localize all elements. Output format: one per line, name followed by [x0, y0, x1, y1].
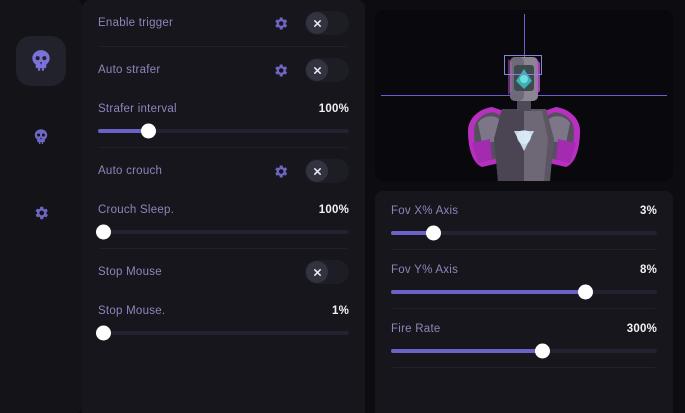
slider-knob[interactable]: [95, 224, 111, 240]
slider-track[interactable]: [391, 284, 657, 300]
content-area: Enable trigger: [82, 0, 685, 413]
slider-track[interactable]: [391, 225, 657, 241]
slider-label: Crouch Sleep.: [98, 204, 175, 216]
toggle-auto-crouch[interactable]: [305, 159, 349, 183]
slider-value: 100%: [318, 204, 349, 216]
gear-icon[interactable]: [271, 162, 289, 180]
slider-header: Fire Rate 300%: [391, 323, 657, 335]
right-column: Fov X% Axis 3% Fov Y% Axis 8%: [375, 0, 685, 413]
robot-illustration: [468, 57, 580, 181]
toggle-auto-strafer[interactable]: [305, 58, 349, 82]
slider-fill: [391, 290, 586, 294]
slider-value: 1%: [331, 305, 349, 317]
game-preview-panel: [375, 10, 673, 181]
slider-header: Crouch Sleep. 100%: [98, 204, 349, 216]
slider-track[interactable]: [98, 123, 349, 139]
robot-character: [375, 10, 673, 181]
left-settings-panel: Enable trigger: [82, 0, 365, 413]
setting-row-auto-strafer: Auto strafer: [98, 47, 349, 93]
toggle-stop-mouse[interactable]: [305, 260, 349, 284]
divider: [393, 367, 655, 368]
crosshair-vertical-line: [524, 14, 525, 95]
slider-label: Fire Rate: [391, 323, 441, 335]
row-label: Enable trigger: [98, 17, 174, 29]
slider-knob[interactable]: [140, 123, 156, 139]
close-icon: [313, 268, 321, 276]
slider-knob[interactable]: [535, 343, 551, 359]
close-icon: [313, 167, 321, 175]
slider-knob[interactable]: [426, 225, 442, 241]
slider-fov-x-axis: Fov X% Axis 3%: [391, 191, 657, 249]
slider-header: Fov Y% Axis 8%: [391, 264, 657, 276]
gear-icon[interactable]: [271, 14, 289, 32]
slider-header: Stop Mouse. 1%: [98, 305, 349, 317]
right-settings-panel: Fov X% Axis 3% Fov Y% Axis 8%: [375, 191, 673, 413]
row-controls: [271, 159, 349, 183]
divider: [100, 46, 347, 47]
slider-fov-y-axis: Fov Y% Axis 8%: [391, 250, 657, 308]
skull-icon: [32, 128, 51, 147]
slider-knob[interactable]: [95, 325, 111, 341]
sidebar-item-aim-page[interactable]: [16, 36, 66, 86]
divider: [100, 248, 347, 249]
row-label: Auto strafer: [98, 64, 161, 76]
close-icon: [313, 66, 321, 74]
skull-icon: [28, 48, 54, 74]
toggle-knob: [306, 261, 328, 283]
slider-value: 3%: [639, 205, 657, 217]
setting-row-auto-crouch: Auto crouch: [98, 148, 349, 194]
slider-crouch-sleep: Crouch Sleep. 100%: [95, 194, 349, 248]
slider-fire-rate: Fire Rate 300%: [391, 309, 657, 367]
slider-strafer-interval: Strafer interval 100%: [98, 93, 349, 147]
toggle-knob: [306, 12, 328, 34]
slider-label: Stop Mouse.: [98, 305, 166, 317]
toggle-knob: [306, 160, 328, 182]
setting-row-enable-trigger: Enable trigger: [98, 0, 349, 46]
slider-fill: [391, 349, 543, 353]
close-icon: [313, 19, 321, 27]
row-controls: [271, 58, 349, 82]
slider-stop-mouse: Stop Mouse. 1%: [95, 295, 349, 349]
slider-label: Fov X% Axis: [391, 205, 459, 217]
sidebar: [0, 0, 82, 413]
slider-track[interactable]: [95, 224, 349, 240]
divider: [100, 147, 347, 148]
slider-value: 300%: [626, 323, 657, 335]
divider: [393, 249, 655, 250]
row-controls: [305, 260, 349, 284]
slider-knob[interactable]: [577, 284, 593, 300]
slider-header: Strafer interval 100%: [98, 103, 349, 115]
gear-icon[interactable]: [271, 61, 289, 79]
row-label: Auto crouch: [98, 165, 163, 177]
slider-header: Fov X% Axis 3%: [391, 205, 657, 217]
head-detection-box: [504, 55, 542, 75]
sidebar-item-settings-page[interactable]: [16, 188, 66, 238]
sidebar-item-trigger-page[interactable]: [16, 112, 66, 162]
slider-label: Strafer interval: [98, 103, 177, 115]
setting-row-stop-mouse: Stop Mouse: [98, 249, 349, 295]
slider-track[interactable]: [95, 325, 349, 341]
row-label: Stop Mouse: [98, 266, 162, 278]
slider-label: Fov Y% Axis: [391, 264, 459, 276]
slider-track[interactable]: [391, 343, 657, 359]
row-controls: [271, 11, 349, 35]
divider: [393, 308, 655, 309]
toggle-knob: [306, 59, 328, 81]
gear-icon: [32, 204, 50, 222]
slider-fill: [98, 129, 149, 133]
toggle-enable-trigger[interactable]: [305, 11, 349, 35]
slider-value: 8%: [639, 264, 657, 276]
slider-fill: [391, 231, 434, 235]
slider-value: 100%: [318, 103, 349, 115]
